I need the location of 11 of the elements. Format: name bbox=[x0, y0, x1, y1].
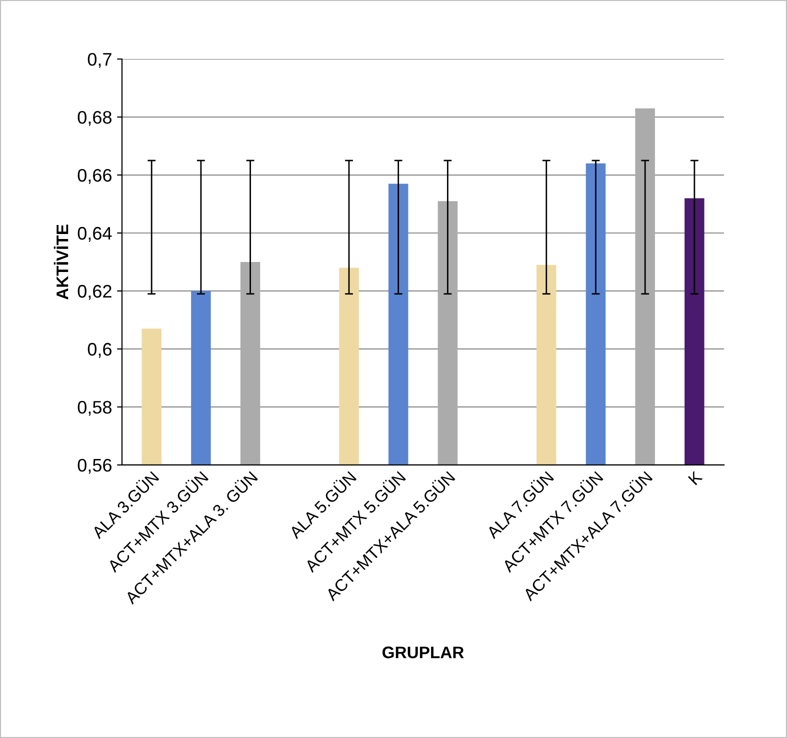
x-axis-title: GRUPLAR bbox=[382, 646, 464, 658]
y-tick-label: 0,68 bbox=[78, 110, 112, 126]
y-tick-label: 0,64 bbox=[78, 226, 112, 242]
y-tick-label: 0,66 bbox=[78, 168, 112, 184]
y-tick-label: 0,7 bbox=[88, 52, 112, 68]
x-tick-label: K bbox=[688, 470, 703, 486]
y-axis-title: AKTİVİTE bbox=[54, 224, 68, 300]
y-tick-label: 0,62 bbox=[78, 284, 112, 300]
y-tick-label: 0,58 bbox=[78, 400, 112, 416]
y-tick-label: 0,6 bbox=[88, 342, 112, 358]
y-tick-label: 0,56 bbox=[78, 458, 112, 474]
